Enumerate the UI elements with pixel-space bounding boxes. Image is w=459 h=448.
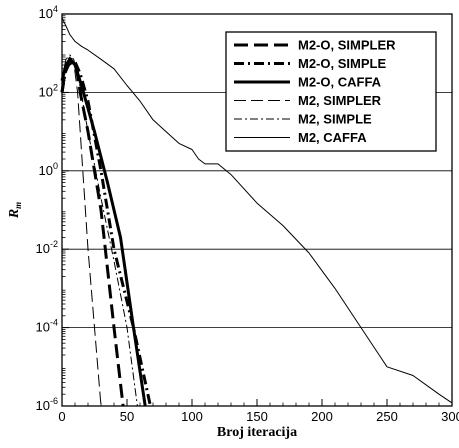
legend-box xyxy=(225,31,437,152)
y-axis-label: Rm xyxy=(7,202,23,219)
series-line xyxy=(60,57,147,407)
legend-entry: M2-O, CAFFA xyxy=(298,75,382,90)
y-axis-label-main: R xyxy=(7,209,22,219)
x-axis-label: Broj iteracija xyxy=(217,425,297,440)
y-tick-label: 102 xyxy=(39,82,58,99)
y-tick-label: 100 xyxy=(39,161,58,178)
y-axis-label-subscript: m xyxy=(13,202,23,209)
x-tick-label: 0 xyxy=(58,409,65,424)
y-tick-label: 10-2 xyxy=(36,239,58,256)
axis-ticks xyxy=(61,13,453,407)
series-line xyxy=(60,60,125,407)
y-tick-label: 10-4 xyxy=(36,318,58,335)
legend: M2-O, SIMPLER M2-O, SIMPLE M2-O, CAFFA M2, … xyxy=(225,31,437,152)
x-tick-label: 300 xyxy=(441,409,459,424)
x-tick-label: 100 xyxy=(181,409,203,424)
series-line xyxy=(61,17,453,404)
legend-entry: M2, SIMPLE xyxy=(298,112,372,127)
x-tick-label: 250 xyxy=(376,409,398,424)
y-tick-label: 10-6 xyxy=(36,396,58,413)
series-line xyxy=(61,54,138,407)
y-tick-label: 104 xyxy=(39,4,58,21)
x-tick-labels: 0 50 100 150 200 250 300 xyxy=(58,409,459,424)
legend-entry: M2-O, SIMPLER xyxy=(298,38,396,53)
y-tick-labels: 104 102 100 10-2 10-4 10-6 xyxy=(36,4,58,413)
x-tick-label: 200 xyxy=(311,409,333,424)
legend-entry: M2, CAFFA xyxy=(298,130,367,145)
x-tick-label: 150 xyxy=(246,409,268,424)
series-line xyxy=(61,56,102,407)
series-line xyxy=(60,57,152,407)
x-tick-label: 50 xyxy=(120,409,134,424)
series-lines xyxy=(60,17,453,407)
legend-entry: M2-O, SIMPLE xyxy=(298,56,386,71)
legend-entry: M2, SIMPLER xyxy=(298,93,382,108)
